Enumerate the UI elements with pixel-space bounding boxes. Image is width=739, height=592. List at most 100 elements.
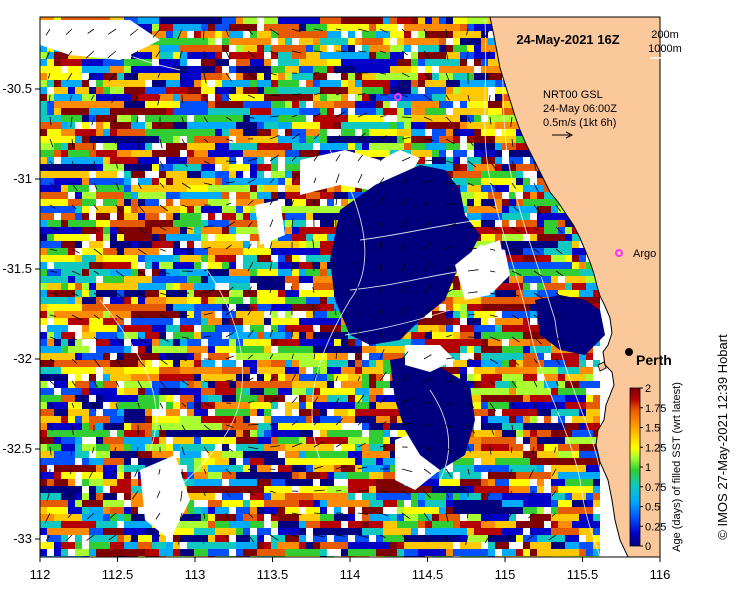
sst-cell xyxy=(348,367,355,374)
sst-cell xyxy=(397,66,404,73)
sst-cell xyxy=(320,332,327,339)
sst-cell xyxy=(299,199,306,206)
sst-cell xyxy=(110,94,117,101)
sst-cell xyxy=(82,332,89,339)
sst-cell xyxy=(54,80,61,87)
sst-cell xyxy=(306,360,313,367)
sst-cell xyxy=(320,136,327,143)
sst-cell xyxy=(187,353,194,360)
sst-cell xyxy=(208,346,215,353)
sst-cell xyxy=(47,87,54,94)
sst-cell xyxy=(369,346,376,353)
sst-cell xyxy=(453,339,460,346)
sst-cell xyxy=(355,185,362,192)
sst-cell xyxy=(229,304,236,311)
sst-cell xyxy=(187,178,194,185)
sst-cell xyxy=(509,220,516,227)
sst-cell xyxy=(215,122,222,129)
sst-cell xyxy=(103,66,110,73)
sst-cell xyxy=(61,241,68,248)
sst-cell xyxy=(446,66,453,73)
sst-cell xyxy=(173,234,180,241)
sst-cell xyxy=(355,423,362,430)
sst-cell xyxy=(110,269,117,276)
sst-cell xyxy=(75,262,82,269)
sst-cell xyxy=(292,192,299,199)
sst-cell xyxy=(103,199,110,206)
sst-cell xyxy=(215,444,222,451)
sst-cell xyxy=(306,262,313,269)
sst-cell xyxy=(82,381,89,388)
sst-cell xyxy=(299,374,306,381)
sst-cell xyxy=(61,395,68,402)
sst-cell xyxy=(376,24,383,31)
sst-cell xyxy=(376,360,383,367)
sst-cell xyxy=(397,45,404,52)
sst-cell xyxy=(236,437,243,444)
sst-cell xyxy=(271,374,278,381)
sst-cell xyxy=(124,437,131,444)
sst-cell xyxy=(138,129,145,136)
sst-cell xyxy=(152,227,159,234)
sst-cell xyxy=(285,262,292,269)
sst-cell xyxy=(54,220,61,227)
sst-cell xyxy=(446,143,453,150)
sst-cell xyxy=(544,262,551,269)
sst-cell xyxy=(236,150,243,157)
sst-cell xyxy=(278,143,285,150)
sst-cell xyxy=(180,157,187,164)
sst-cell xyxy=(306,227,313,234)
sst-cell xyxy=(54,374,61,381)
sst-cell xyxy=(509,297,516,304)
sst-cell xyxy=(467,59,474,66)
sst-cell xyxy=(61,374,68,381)
sst-cell xyxy=(173,402,180,409)
sst-cell xyxy=(124,66,131,73)
sst-cell xyxy=(404,24,411,31)
sst-cell xyxy=(271,451,278,458)
sst-cell xyxy=(138,262,145,269)
sst-cell xyxy=(509,192,516,199)
sst-cell xyxy=(257,248,264,255)
sst-cell xyxy=(572,388,579,395)
sst-cell xyxy=(523,325,530,332)
sst-cell xyxy=(40,87,47,94)
sst-cell xyxy=(47,395,54,402)
sst-cell xyxy=(236,360,243,367)
sst-cell xyxy=(54,150,61,157)
sst-cell xyxy=(593,402,600,409)
sst-cell xyxy=(432,38,439,45)
sst-cell xyxy=(243,129,250,136)
sst-cell xyxy=(75,101,82,108)
sst-cell xyxy=(362,101,369,108)
sst-cell xyxy=(313,45,320,52)
sst-cell xyxy=(257,304,264,311)
sst-cell xyxy=(271,178,278,185)
sst-cell xyxy=(75,108,82,115)
sst-cell xyxy=(257,17,264,24)
sst-cell xyxy=(320,17,327,24)
sst-cell xyxy=(439,24,446,31)
sst-cell xyxy=(54,94,61,101)
sst-cell xyxy=(243,283,250,290)
sst-cell xyxy=(530,206,537,213)
sst-cell xyxy=(54,206,61,213)
sst-cell xyxy=(474,73,481,80)
sst-cell xyxy=(173,80,180,87)
sst-cell xyxy=(201,206,208,213)
sst-cell xyxy=(502,304,509,311)
sst-cell xyxy=(488,444,495,451)
sst-cell xyxy=(481,45,488,52)
sst-cell xyxy=(208,367,215,374)
sst-cell xyxy=(586,409,593,416)
sst-cell xyxy=(362,437,369,444)
sst-cell xyxy=(495,234,502,241)
sst-cell xyxy=(40,108,47,115)
sst-cell xyxy=(68,157,75,164)
sst-cell xyxy=(481,318,488,325)
sst-cell xyxy=(152,122,159,129)
sst-cell xyxy=(222,255,229,262)
sst-cell xyxy=(145,185,152,192)
sst-cell xyxy=(145,430,152,437)
sst-cell xyxy=(362,80,369,87)
